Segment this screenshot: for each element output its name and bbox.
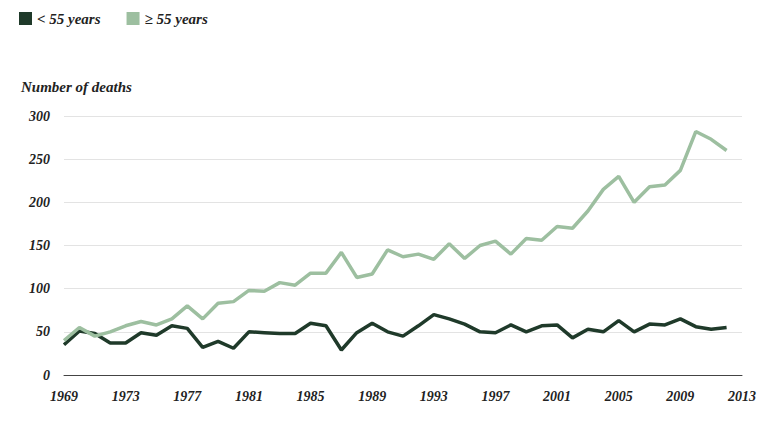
svg-text:≥ 55 years: ≥ 55 years	[145, 11, 208, 27]
svg-text:< 55 years: < 55 years	[37, 11, 101, 27]
svg-text:0: 0	[43, 368, 50, 383]
svg-text:1981: 1981	[235, 389, 263, 404]
svg-text:1997: 1997	[481, 389, 510, 404]
svg-text:50: 50	[36, 324, 50, 339]
svg-text:1969: 1969	[50, 389, 78, 404]
svg-text:1985: 1985	[297, 389, 325, 404]
svg-text:Number of deaths: Number of deaths	[20, 79, 132, 95]
svg-text:300: 300	[28, 109, 50, 124]
svg-text:200: 200	[28, 195, 50, 210]
svg-text:1973: 1973	[112, 389, 140, 404]
svg-text:150: 150	[29, 238, 50, 253]
svg-text:250: 250	[28, 152, 50, 167]
svg-text:2013: 2013	[727, 389, 756, 404]
svg-text:1989: 1989	[358, 389, 386, 404]
svg-text:2009: 2009	[665, 389, 694, 404]
svg-text:2005: 2005	[604, 389, 633, 404]
svg-text:1993: 1993	[420, 389, 448, 404]
svg-text:2001: 2001	[542, 389, 571, 404]
svg-text:1977: 1977	[173, 389, 202, 404]
svg-text:100: 100	[29, 281, 50, 296]
